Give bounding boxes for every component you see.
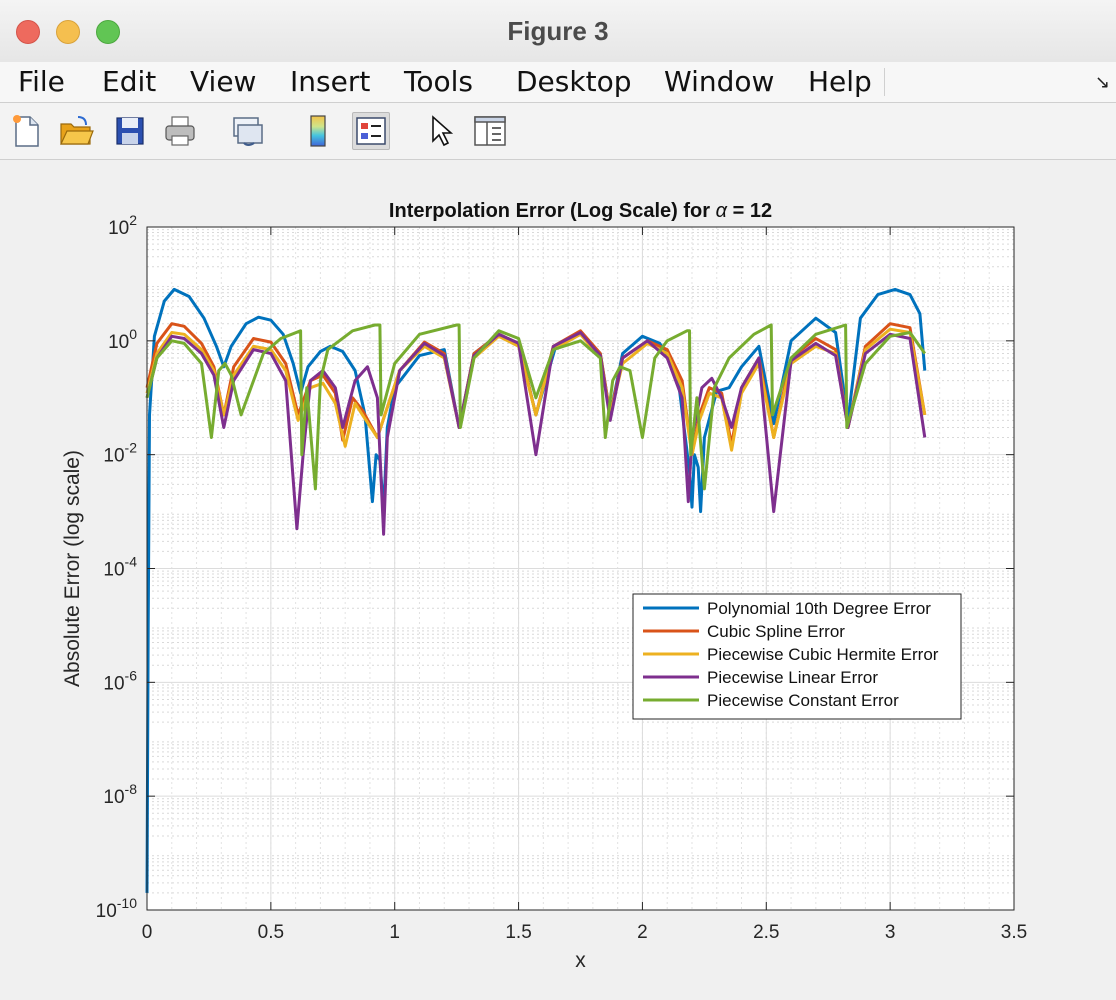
legend[interactable]: Polynomial 10th Degree Error Cubic Spline…: [632, 593, 962, 720]
y-tick-exponent: 0: [129, 326, 137, 342]
y-tick-base: 10: [96, 901, 117, 922]
maximize-window-button[interactable]: [96, 20, 120, 44]
menu-tools[interactable]: Tools: [404, 65, 473, 98]
legend-entry: Cubic Spline Error: [707, 622, 845, 641]
edit-plot-pointer-icon[interactable]: [424, 113, 460, 149]
chart[interactable]: 0 0.5 1 1.5 2 2.5 3 3.5 10-1010-810-610-410-210…: [0, 160, 1116, 1000]
y-tick-label: 10-4: [103, 554, 137, 581]
window-title-bar: Figure 3: [0, 0, 1116, 63]
y-tick-base: 10: [108, 332, 129, 353]
y-tick-exponent: -6: [125, 667, 138, 683]
y-tick-base: 10: [108, 218, 129, 239]
x-tick-label: 0.5: [258, 922, 284, 943]
y-tick-base: 10: [103, 446, 124, 467]
y-tick-base: 10: [103, 560, 124, 581]
link-plot-icon[interactable]: [230, 113, 266, 149]
figure-toolbar: [0, 103, 1116, 160]
legend-entry: Piecewise Linear Error: [707, 668, 878, 687]
menu-bar: File Edit View Insert Tools Desktop Wind…: [0, 62, 1116, 103]
menu-separator: [884, 68, 885, 96]
menu-help[interactable]: Help: [808, 65, 872, 98]
y-tick-exponent: 2: [129, 212, 137, 228]
y-tick-exponent: -10: [117, 895, 137, 911]
y-tick-label: 10-10: [96, 895, 138, 922]
legend-entry: Piecewise Constant Error: [707, 691, 899, 710]
x-tick-label: 1: [389, 922, 400, 943]
x-tick-label: 3: [885, 922, 896, 943]
y-tick-base: 10: [103, 673, 124, 694]
y-tick-label: 100: [108, 326, 137, 353]
close-window-button[interactable]: [16, 20, 40, 44]
x-tick-label: 2: [637, 922, 648, 943]
menu-window[interactable]: Window: [664, 65, 775, 98]
minimize-window-button[interactable]: [56, 20, 80, 44]
menu-edit[interactable]: Edit: [102, 65, 157, 98]
legend-box: [632, 593, 962, 720]
y-tick-label: 10-6: [103, 667, 137, 694]
x-tick-label: 1.5: [505, 922, 531, 943]
chart-title: Interpolation Error (Log Scale) for α = …: [389, 200, 772, 222]
property-inspector-icon[interactable]: [472, 113, 508, 149]
menu-insert[interactable]: Insert: [290, 65, 371, 98]
x-axis-label: x: [575, 949, 586, 972]
new-figure-icon[interactable]: [8, 113, 44, 149]
y-axis-label: Absolute Error (log scale): [61, 450, 84, 687]
menu-file[interactable]: File: [18, 65, 65, 98]
x-tick-label: 3.5: [1001, 922, 1027, 943]
legend-entry: Piecewise Cubic Hermite Error: [707, 645, 939, 664]
save-icon[interactable]: [112, 113, 148, 149]
colorbar-icon[interactable]: [300, 113, 336, 149]
window-title: Figure 3: [507, 16, 609, 46]
y-tick-label: 10-8: [103, 781, 137, 808]
menu-view[interactable]: View: [190, 65, 257, 98]
y-tick-base: 10: [103, 787, 124, 808]
print-icon[interactable]: [162, 113, 198, 149]
open-file-icon[interactable]: [58, 113, 94, 149]
y-tick-label: 102: [108, 212, 137, 239]
dock-arrow-icon[interactable]: ↘: [1094, 72, 1110, 92]
y-tick-exponent: -8: [125, 781, 138, 797]
x-tick-label: 0: [142, 922, 153, 943]
series-line-piecewise-linear-error: [145, 331, 927, 536]
series-layer: [145, 287, 927, 893]
legend-button[interactable]: [352, 112, 390, 150]
series-line-piecewise-constant-error: [145, 323, 927, 491]
y-tick-exponent: -2: [125, 440, 138, 456]
legend-icon: [356, 117, 386, 145]
legend-entry: Polynomial 10th Degree Error: [707, 599, 931, 618]
y-tick-label: 10-2: [103, 440, 137, 467]
x-axis: 0 0.5 1 1.5 2 2.5 3 3.5: [142, 227, 1027, 943]
x-tick-label: 2.5: [753, 922, 779, 943]
y-tick-exponent: -4: [125, 554, 138, 570]
figure-canvas: 0 0.5 1 1.5 2 2.5 3 3.5 10-10 10-8 10-6 10-4 10-2 10…: [0, 160, 1116, 1000]
series-line-piecewise-cubic-hermite-error: [145, 327, 927, 457]
menu-desktop[interactable]: Desktop: [516, 65, 632, 98]
